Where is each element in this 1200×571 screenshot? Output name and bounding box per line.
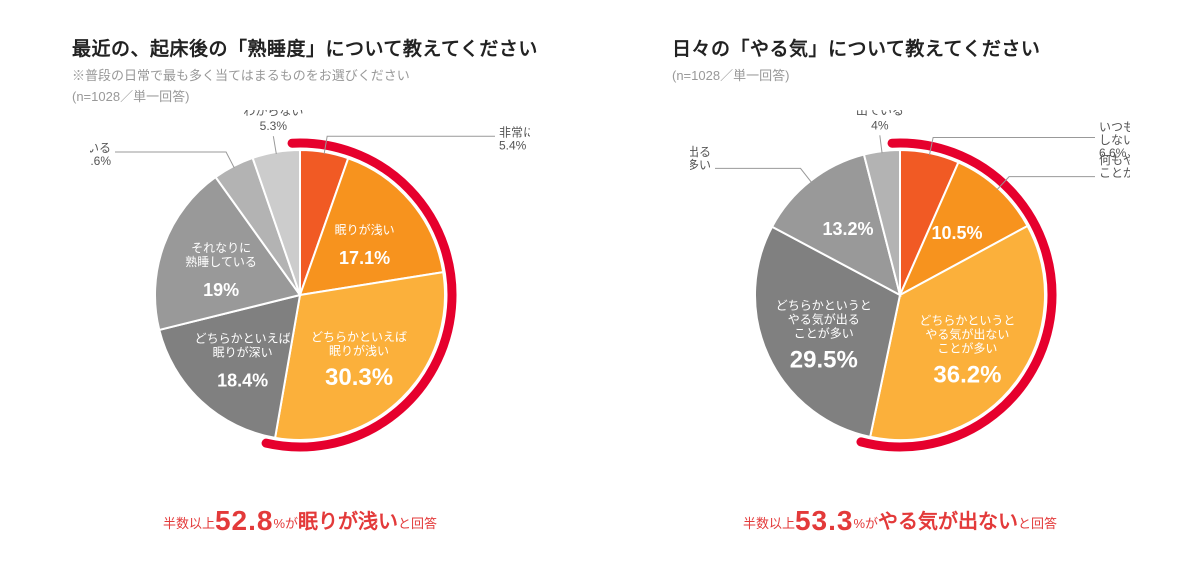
svg-text:どちらかというと: どちらかというと	[919, 313, 1015, 327]
summary-pct: 53.3	[795, 505, 854, 536]
panel-left: 最近の、起床後の「熟睡度」について教えてください ※普段の日常で最も多く当てはま…	[0, 0, 600, 571]
svg-text:しない: しない	[1099, 133, 1130, 147]
callout-label: 非常に眠りが浅い5.4%	[499, 124, 530, 152]
svg-text:どちらかといえば: どちらかといえば	[195, 332, 291, 346]
svg-text:4%: 4%	[871, 118, 889, 132]
summary-mid: %が	[273, 516, 298, 531]
callout-line	[715, 168, 812, 182]
svg-text:17.1%: 17.1%	[339, 248, 390, 268]
svg-text:13.2%: 13.2%	[823, 219, 874, 239]
svg-text:いつもやる気が: いつもやる気が	[1099, 119, 1130, 134]
svg-text:19%: 19%	[203, 280, 239, 300]
svg-text:やる気が出る: やる気が出る	[788, 312, 860, 327]
svg-text:眠りが深い: 眠りが深い	[213, 345, 273, 360]
svg-text:5.3%: 5.3%	[260, 119, 288, 133]
panel-title: 最近の、起床後の「熟睡度」について教えてください	[72, 34, 560, 61]
panel-subtitle: ※普段の日常で最も多く当てはまるものをお選びください	[72, 65, 560, 84]
svg-text:やる気が出る: やる気が出る	[690, 144, 711, 159]
svg-text:出ている: 出ている	[856, 110, 904, 117]
callout-label: わからない5.3%	[243, 110, 303, 133]
svg-text:36.2%: 36.2%	[933, 361, 1001, 388]
svg-text:どちらかというと: どちらかというと	[776, 299, 872, 313]
svg-text:30.3%: 30.3%	[325, 364, 393, 391]
svg-text:29.5%: 29.5%	[790, 347, 858, 374]
summary-strong: 眠りが浅い	[298, 511, 398, 533]
svg-text:何もやる気がしない: 何もやる気がしない	[1099, 152, 1130, 167]
svg-text:眠りが浅い: 眠りが浅い	[329, 343, 389, 358]
summary-left: 半数以上52.8%が眠りが浅いと回答	[0, 505, 600, 537]
svg-text:熟睡している: 熟睡している	[90, 140, 111, 155]
slice-label: 10.5%	[931, 223, 982, 243]
panel-title: 日々の「やる気」について教えてください	[672, 34, 1160, 61]
summary-pct: 52.8	[215, 505, 274, 536]
summary-strong: やる気が出ない	[878, 511, 1018, 533]
slice-label: 13.2%	[823, 219, 874, 239]
svg-text:ことが多い: ことが多い	[937, 340, 997, 355]
callout-label: いつもやる気が出ている4%	[838, 110, 922, 132]
svg-text:ことが多い: ことが多い	[690, 157, 711, 172]
panel-nline: (n=1028／単一回答)	[72, 86, 560, 105]
svg-text:10.5%: 10.5%	[931, 223, 982, 243]
svg-text:それなりに: それなりに	[191, 241, 251, 255]
pie-chart-right: 10.5%どちらかというとやる気が出ないことが多い36.2%どちらかというとやる…	[690, 110, 1130, 470]
callout-label: 何もやる気がしないことが多い	[1099, 152, 1130, 180]
summary-suffix: と回答	[398, 516, 437, 531]
summary-right: 半数以上53.3%がやる気が出ないと回答	[600, 505, 1200, 537]
panel-nline: (n=1028／単一回答)	[672, 65, 1160, 84]
callout-label: やる気が出ることが多い	[690, 144, 711, 172]
callout-label: 熟睡している4.6%	[90, 140, 111, 168]
panel-right: 日々の「やる気」について教えてください (n=1028／単一回答) 10.5% ど…	[600, 0, 1200, 571]
svg-text:4.6%: 4.6%	[90, 154, 111, 168]
summary-prefix: 半数以上	[163, 516, 215, 531]
summary-suffix: と回答	[1018, 516, 1057, 531]
svg-text:わからない: わからない	[243, 110, 303, 118]
svg-text:やる気が出ない: やる気が出ない	[925, 326, 1009, 341]
callout-line	[115, 152, 234, 168]
summary-mid: %が	[853, 516, 878, 531]
svg-text:ことが多い: ことが多い	[1099, 165, 1130, 180]
svg-text:どちらかといえば: どちらかといえば	[311, 330, 407, 344]
svg-text:非常に眠りが浅い: 非常に眠りが浅い	[499, 124, 530, 139]
svg-text:眠りが浅い: 眠りが浅い	[335, 222, 395, 237]
panels-container: 最近の、起床後の「熟睡度」について教えてください ※普段の日常で最も多く当てはま…	[0, 0, 1200, 571]
summary-prefix: 半数以上	[743, 516, 795, 531]
svg-text:ことが多い: ことが多い	[794, 326, 854, 341]
pie-chart-left: 眠りが浅い17.1%どちらかといえば眠りが浅い30.3%どちらかといえば眠りが深…	[90, 110, 530, 470]
svg-text:熟睡している: 熟睡している	[185, 254, 257, 269]
svg-text:5.4%: 5.4%	[499, 138, 527, 152]
svg-text:18.4%: 18.4%	[217, 371, 268, 391]
